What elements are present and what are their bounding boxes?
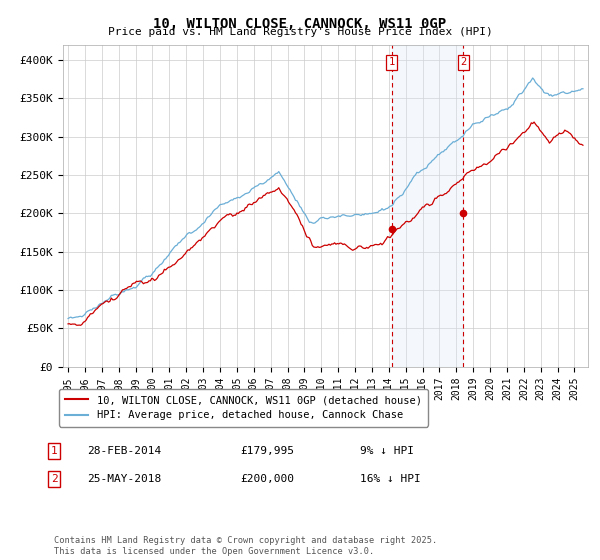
Text: 9% ↓ HPI: 9% ↓ HPI: [360, 446, 414, 456]
Text: Contains HM Land Registry data © Crown copyright and database right 2025.
This d: Contains HM Land Registry data © Crown c…: [54, 536, 437, 556]
Text: 28-FEB-2014: 28-FEB-2014: [87, 446, 161, 456]
Text: 25-MAY-2018: 25-MAY-2018: [87, 474, 161, 484]
Text: 10, WILTON CLOSE, CANNOCK, WS11 0GP: 10, WILTON CLOSE, CANNOCK, WS11 0GP: [154, 17, 446, 31]
Text: 2: 2: [460, 58, 466, 67]
Text: £200,000: £200,000: [240, 474, 294, 484]
Text: 1: 1: [50, 446, 58, 456]
Legend: 10, WILTON CLOSE, CANNOCK, WS11 0GP (detached house), HPI: Average price, detach: 10, WILTON CLOSE, CANNOCK, WS11 0GP (det…: [59, 389, 428, 427]
Text: 2: 2: [50, 474, 58, 484]
Text: 1: 1: [388, 58, 395, 67]
Bar: [392, 45, 463, 367]
Text: £179,995: £179,995: [240, 446, 294, 456]
Text: 16% ↓ HPI: 16% ↓ HPI: [360, 474, 421, 484]
Text: Price paid vs. HM Land Registry's House Price Index (HPI): Price paid vs. HM Land Registry's House …: [107, 27, 493, 37]
